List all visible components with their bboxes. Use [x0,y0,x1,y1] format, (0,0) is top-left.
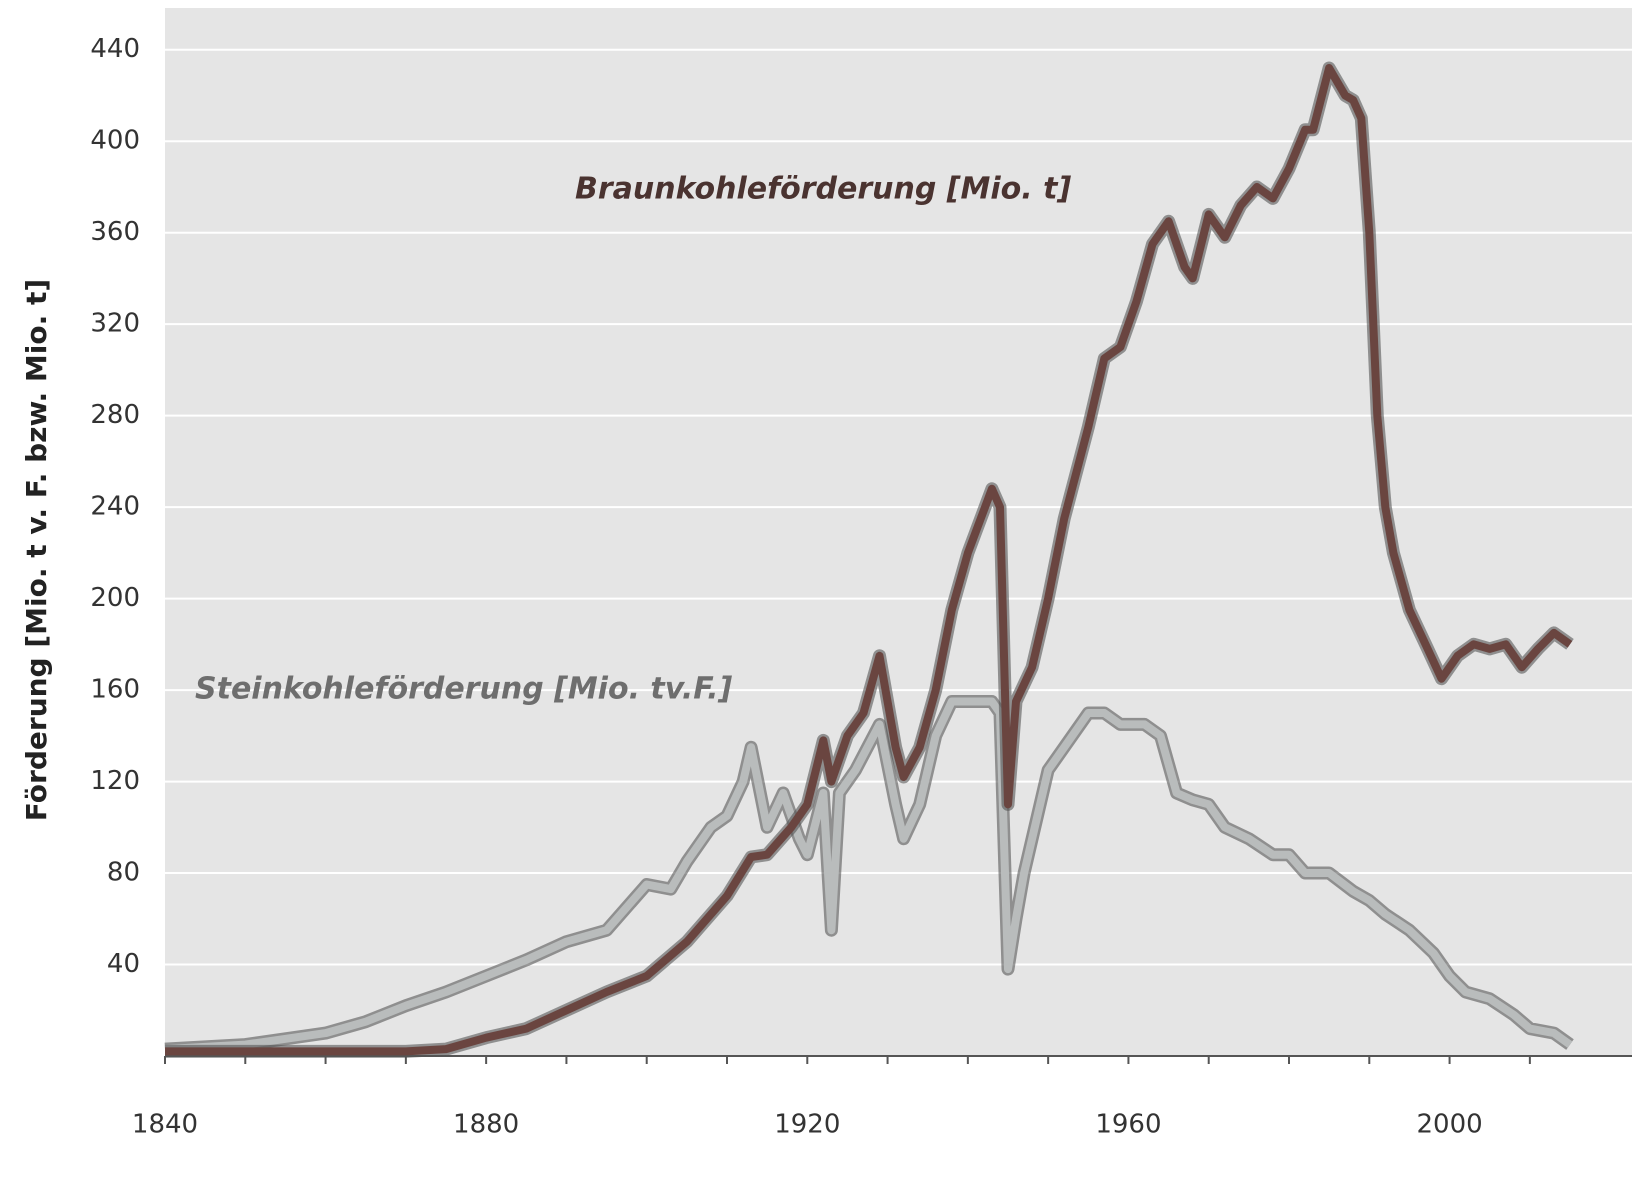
y-tick-label: 360 [90,217,140,247]
series-label: Braunkohleförderung [Mio. t] [575,172,1071,207]
series-label: Steinkohleförderung [Mio. tv.F.] [195,672,733,707]
y-tick-label: 280 [90,400,140,430]
plot-background [165,8,1632,1056]
y-axis-label: Förderung [Mio. t v. F. bzw. Mio. t] [20,279,53,821]
series-line [164,697,1573,1054]
y-tick-label: 440 [90,34,140,64]
x-tick-label: 1840 [132,1110,198,1140]
x-tick-label: 1880 [453,1110,519,1140]
x-tick-label: 2000 [1416,1110,1482,1140]
y-tick-label: 200 [90,583,140,613]
y-tick-label: 120 [90,766,140,796]
y-tick-label: 400 [90,126,140,156]
y-tick-label: 160 [90,675,140,705]
y-tick-label: 40 [107,949,140,979]
x-tick-label: 1960 [1095,1110,1161,1140]
series-line [165,64,1573,1056]
y-tick-label: 240 [90,492,140,522]
y-tick-label: 80 [107,858,140,888]
y-tick-label: 320 [90,309,140,339]
x-tick-label: 1920 [774,1110,840,1140]
